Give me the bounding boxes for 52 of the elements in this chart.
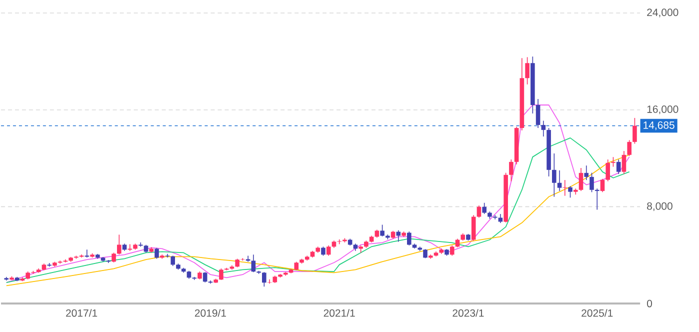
x-tick-label: 2017/1 xyxy=(66,309,98,318)
candlestick xyxy=(267,279,272,284)
x-tick-label: 2021/1 xyxy=(324,309,355,318)
candlestick xyxy=(423,248,428,259)
y-tick-label: 24,000 xyxy=(647,8,678,18)
line-series xyxy=(6,104,630,284)
y-tick-label: 0 xyxy=(647,300,652,308)
candlestick xyxy=(590,172,594,193)
candlestick xyxy=(450,245,454,256)
candlestick xyxy=(112,252,116,264)
candlestick xyxy=(606,159,610,182)
candlestick xyxy=(632,118,637,144)
candlestick xyxy=(321,246,326,256)
candlestick xyxy=(541,120,546,138)
candlestick xyxy=(600,178,605,193)
candlestick xyxy=(611,156,616,168)
candlestick xyxy=(627,140,632,156)
candlestick xyxy=(536,98,540,129)
x-tick-label: 2023/1 xyxy=(452,309,484,318)
candlestick xyxy=(622,150,626,175)
candlestick xyxy=(482,202,486,215)
candlestick xyxy=(219,268,224,281)
candlestick xyxy=(170,256,176,267)
candlestick xyxy=(117,234,122,256)
candlestick xyxy=(407,231,412,246)
x-tick-label: 2019/1 xyxy=(194,309,226,318)
candlestick xyxy=(326,245,331,256)
candlestick xyxy=(471,215,476,242)
candlestick xyxy=(128,244,132,252)
ref-line-label: 14,685 xyxy=(644,122,674,130)
candlestick xyxy=(202,272,208,284)
candlestick xyxy=(509,159,514,182)
candlestick xyxy=(594,188,600,210)
candlestick xyxy=(562,180,568,196)
candlestick xyxy=(525,57,530,86)
candlestick xyxy=(584,165,589,181)
candlestick xyxy=(568,186,572,198)
candlestick xyxy=(492,215,498,220)
candlestick xyxy=(552,153,556,198)
candlestick xyxy=(251,254,256,273)
candlestick xyxy=(154,248,159,260)
candlestick xyxy=(396,230,401,242)
candlestick xyxy=(498,214,503,224)
y-tick-label: 8,000 xyxy=(647,202,672,212)
x-tick-label: 2025/1 xyxy=(582,309,613,318)
candlestick xyxy=(246,256,250,262)
candlestick xyxy=(557,170,562,192)
candlestick xyxy=(262,272,266,288)
candlestick xyxy=(578,168,584,192)
candlestick xyxy=(380,224,384,237)
y-tick-label: 16,000 xyxy=(647,106,678,114)
candlestick xyxy=(616,159,621,175)
